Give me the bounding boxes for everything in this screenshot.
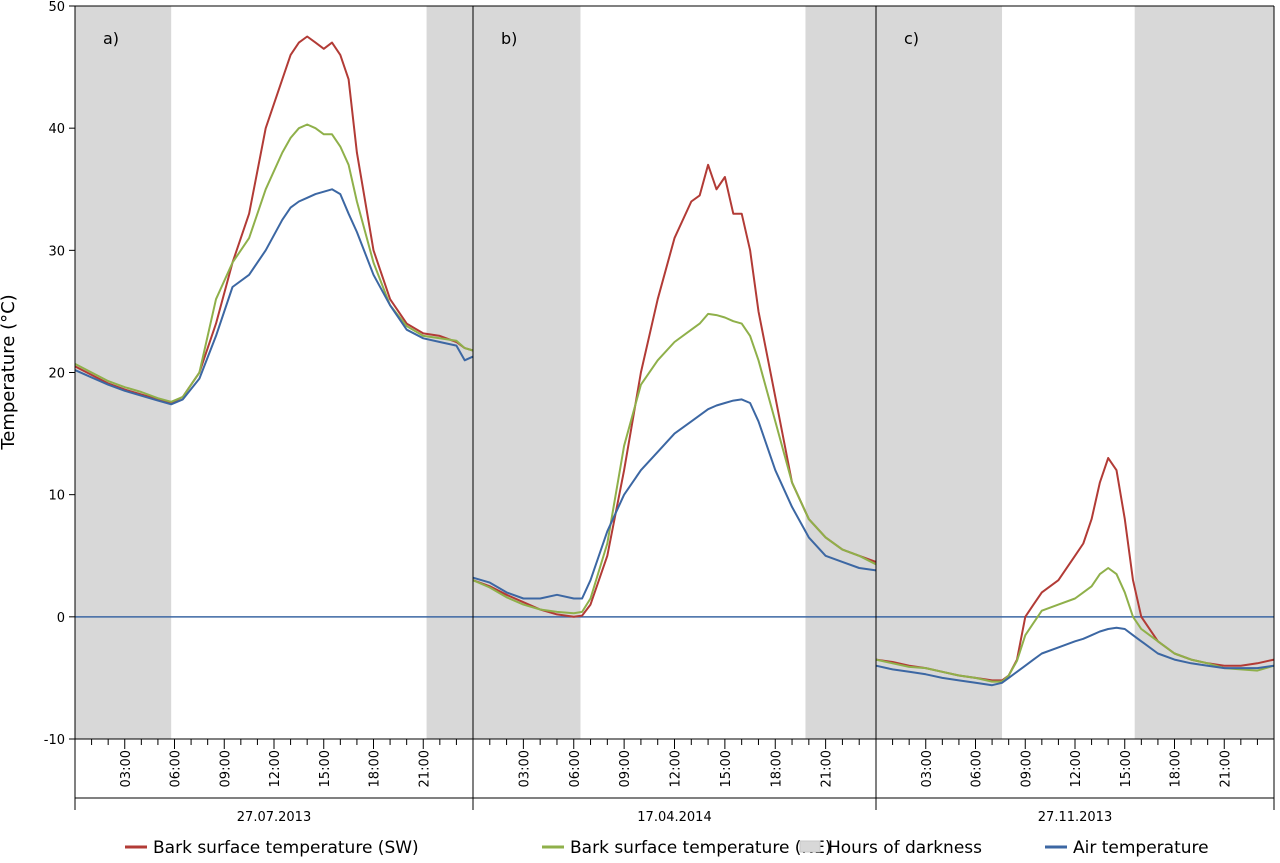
panel-label: b) bbox=[501, 29, 517, 48]
legend-label-darkness: Hours of darkness bbox=[828, 838, 982, 858]
x-tick-label: 06:00 bbox=[568, 750, 583, 787]
x-tick-label: 15:00 bbox=[719, 750, 734, 787]
date-label: 27.07.2013 bbox=[237, 810, 311, 825]
x-tick-label: 21:00 bbox=[1218, 750, 1233, 787]
x-tick-label: 09:00 bbox=[1019, 750, 1034, 787]
darkness-layer bbox=[75, 6, 1274, 739]
panel-label: c) bbox=[904, 29, 919, 48]
series-line-air bbox=[472, 398, 877, 600]
x-tick-label: 18:00 bbox=[368, 750, 383, 787]
y-tick-label: 10 bbox=[48, 489, 65, 504]
darkness-band bbox=[426, 6, 473, 739]
y-tick-label: 50 bbox=[48, 0, 65, 15]
x-tick-label: 18:00 bbox=[1169, 750, 1184, 787]
x-tick-label: 03:00 bbox=[119, 750, 134, 787]
x-tick-label: 09:00 bbox=[618, 750, 633, 787]
x-tick-label: 21:00 bbox=[820, 750, 835, 787]
panel-label: a) bbox=[103, 29, 119, 48]
x-tick-label: 09:00 bbox=[218, 750, 233, 787]
darkness-band bbox=[1134, 6, 1274, 739]
x-tick-label: 18:00 bbox=[769, 750, 784, 787]
x-tick-label: 12:00 bbox=[669, 750, 684, 787]
y-tick-label: 30 bbox=[48, 244, 65, 259]
y-tick-label: 20 bbox=[48, 367, 65, 382]
series-line-bark-ne bbox=[74, 123, 474, 403]
series-layer bbox=[74, 35, 1275, 687]
legend: Bark surface temperature (SW) Bark surfac… bbox=[125, 838, 1209, 858]
series-line-air bbox=[74, 188, 474, 406]
series-line-bark-ne bbox=[472, 312, 877, 615]
legend-label-bark-sw: Bark surface temperature (SW) bbox=[153, 838, 419, 858]
darkness-band bbox=[473, 6, 581, 739]
y-tick-label: 40 bbox=[48, 122, 65, 137]
x-tick-label: 12:00 bbox=[268, 750, 283, 787]
legend-label-air: Air temperature bbox=[1073, 838, 1209, 858]
label-layer: 03:00 06:00 09:00 12:00 15:00 18:00 21:00 27.07… bbox=[44, 0, 1234, 825]
y-tick-label: 0 bbox=[57, 611, 65, 626]
x-tick-label: 21:00 bbox=[417, 750, 432, 787]
legend-label-bark-ne: Bark surface temperature (NE) bbox=[570, 838, 832, 858]
x-tick-label: 06:00 bbox=[970, 750, 985, 787]
series-line-air bbox=[875, 626, 1275, 687]
y-axis-label: Temperature (°C) bbox=[0, 294, 19, 450]
date-label: 17.04.2014 bbox=[637, 810, 711, 825]
x-tick-label: 12:00 bbox=[1069, 750, 1084, 787]
x-tick-label: 06:00 bbox=[169, 750, 184, 787]
darkness-band bbox=[805, 6, 876, 739]
x-tick-label: 15:00 bbox=[318, 750, 333, 787]
y-tick-label: -10 bbox=[44, 733, 65, 748]
darkness-band bbox=[876, 6, 1003, 739]
x-tick-label: 03:00 bbox=[920, 750, 935, 787]
legend-swatch-darkness bbox=[799, 840, 821, 853]
series-line-bark-ne bbox=[875, 567, 1275, 683]
axes-layer bbox=[69, 5, 1275, 810]
x-tick-label: 03:00 bbox=[517, 750, 532, 787]
date-label: 27.11.2013 bbox=[1038, 810, 1112, 825]
x-tick-label: 15:00 bbox=[1119, 750, 1134, 787]
series-line-bark-sw bbox=[74, 35, 474, 404]
